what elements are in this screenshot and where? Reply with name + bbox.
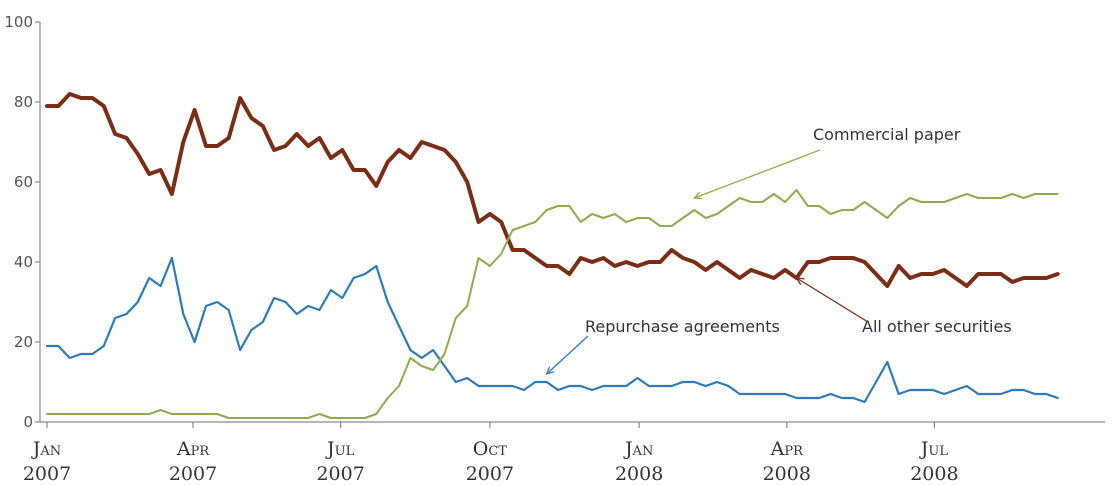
annotation-arrowhead <box>795 277 805 286</box>
x-tick-label-month: Jul <box>325 438 355 460</box>
series-line-commercial-paper <box>46 189 1059 419</box>
x-tick-label-month: Apr <box>770 438 804 460</box>
axes: 0 20 40 60 80 100 Jan 2007 Apr 2007 Jul 2007 Oct 2007… <box>4 13 1105 485</box>
x-tick-label-year: 2008 <box>763 463 811 485</box>
y-tick-label: 80 <box>14 93 33 111</box>
x-tick-label-year: 2007 <box>23 463 71 485</box>
series-line-all-other-securities <box>45 92 1060 288</box>
x-tick-label-year: 2008 <box>910 463 958 485</box>
x-tick-label-year: 2008 <box>615 463 663 485</box>
x-tick-label-month: Oct <box>473 438 508 460</box>
annotation-arrowhead <box>545 366 555 376</box>
y-tick-label: 20 <box>14 333 33 351</box>
y-tick-label: 100 <box>4 13 33 31</box>
y-tick-label: 0 <box>23 413 33 431</box>
annotation-leader <box>546 335 589 375</box>
y-tick-label: 40 <box>14 253 33 271</box>
annotation-leader <box>694 149 821 199</box>
annotation-arrowhead <box>692 191 703 200</box>
series-lines <box>45 92 1060 419</box>
series-line-repurchase-agreements <box>45 256 1059 404</box>
annotation-label: All other securities <box>862 317 1012 336</box>
x-tick-label-year: 2007 <box>169 463 217 485</box>
annotation-label: Repurchase agreements <box>585 317 780 336</box>
annotation-leader <box>796 277 869 323</box>
x-tick-label-month: Apr <box>176 438 210 460</box>
y-tick-label: 60 <box>14 173 33 191</box>
x-tick-label-year: 2007 <box>466 463 514 485</box>
annotations: Commercial paper Repurchase agreements All… <box>545 125 1012 376</box>
x-tick-label-month: Jan <box>31 438 61 460</box>
annotation-label: Commercial paper <box>813 125 961 144</box>
x-tick-label-year: 2007 <box>316 463 364 485</box>
x-tick-label-month: Jul <box>919 438 949 460</box>
x-tick-label-month: Jan <box>623 438 653 460</box>
